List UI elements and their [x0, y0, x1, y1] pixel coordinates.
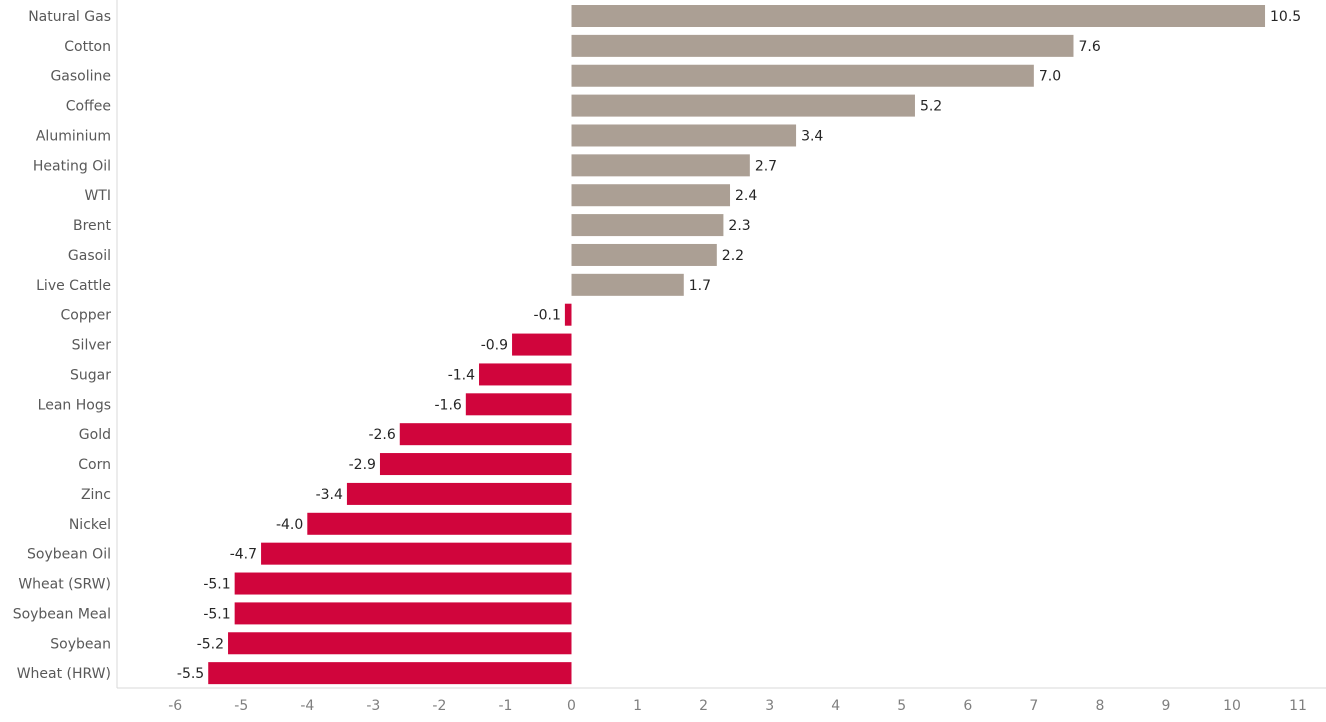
value-label-aluminium: 3.4 [801, 128, 823, 144]
value-label-gold: -2.6 [368, 427, 395, 443]
bar-wheat-hrw [208, 662, 572, 685]
category-label-wheat-hrw: Wheat (HRW) [17, 666, 111, 682]
bar-zinc [346, 482, 572, 505]
x-tick-label: -4 [300, 698, 314, 714]
x-tick-label: 10 [1223, 698, 1241, 714]
bar-soybean [228, 632, 572, 655]
x-tick-label: 0 [567, 698, 576, 714]
x-tick-label: -2 [432, 698, 446, 714]
bar-heating-oil [571, 154, 750, 177]
value-label-sugar: -1.4 [448, 367, 475, 383]
x-tick-label: 3 [765, 698, 774, 714]
category-label-soybean: Soybean [50, 636, 111, 652]
category-label-gold: Gold [79, 427, 111, 443]
x-tick-label: 11 [1289, 698, 1307, 714]
value-label-brent: 2.3 [728, 218, 750, 234]
bar-coffee [571, 94, 915, 117]
x-tick-label: -5 [234, 698, 248, 714]
value-label-soybean-oil: -4.7 [230, 547, 257, 563]
category-label-sugar: Sugar [70, 367, 111, 383]
value-label-heating-oil: 2.7 [755, 158, 777, 174]
value-label-gasoil: 2.2 [722, 248, 744, 264]
x-axis: -6 -5 -4 -3 -2 -1 0 1 2 3 4 5 6 7 8 9 10 11 [116, 0, 1326, 714]
x-tick-label: 8 [1095, 698, 1104, 714]
bar-brent [571, 214, 724, 237]
value-label-gasoline: 7.0 [1039, 69, 1061, 85]
bar-gasoline [571, 64, 1034, 87]
value-label-natural-gas: 10.5 [1270, 9, 1301, 25]
bar-nickel [307, 512, 572, 535]
x-tick-label: -6 [168, 698, 182, 714]
value-label-lean-hogs: -1.6 [434, 397, 461, 413]
category-label-nickel: Nickel [69, 517, 111, 533]
value-label-soybean-meal: -5.1 [203, 606, 230, 622]
x-tick-label: 4 [831, 698, 840, 714]
value-label-cotton: 7.6 [1078, 39, 1100, 55]
category-label-cotton: Cotton [64, 39, 111, 55]
bar-soybean-oil [261, 542, 572, 565]
x-tick-label: 7 [1029, 698, 1038, 714]
x-tick-label: 5 [897, 698, 906, 714]
bar-wti [571, 184, 731, 207]
bar-live-cattle [571, 273, 684, 296]
bar-sugar [479, 363, 572, 386]
category-label-zinc: Zinc [81, 487, 111, 503]
value-label-copper: -0.1 [534, 308, 561, 324]
value-label-coffee: 5.2 [920, 99, 942, 115]
category-label-soybean-oil: Soybean Oil [27, 547, 111, 563]
category-labels-layer: Natural Gas Cotton Gasoline Coffee Aluminium… [13, 9, 112, 682]
bar-aluminium [571, 124, 797, 147]
x-tick-label: -3 [366, 698, 380, 714]
category-label-lean-hogs: Lean Hogs [38, 397, 111, 413]
value-label-wti: 2.4 [735, 188, 757, 204]
bar-copper [564, 303, 572, 326]
bar-soybean-meal [234, 602, 572, 625]
x-tick-label: 2 [699, 698, 708, 714]
x-tick-label: 6 [963, 698, 972, 714]
value-label-wheat-srw: -5.1 [203, 577, 230, 593]
category-label-wti: WTI [84, 188, 111, 204]
category-label-gasoil: Gasoil [68, 248, 111, 264]
category-label-silver: Silver [72, 338, 112, 354]
category-label-brent: Brent [73, 218, 112, 234]
bar-cotton [571, 34, 1074, 57]
category-label-gasoline: Gasoline [50, 69, 111, 85]
category-label-corn: Corn [78, 457, 111, 473]
category-label-natural-gas: Natural Gas [28, 9, 111, 25]
value-label-wheat-hrw: -5.5 [177, 666, 204, 682]
value-labels-layer: 10.57.67.05.23.42.72.42.32.21.7-0.1-0.9-… [177, 9, 1301, 682]
bar-gasoil [571, 243, 717, 266]
category-label-wheat-srw: Wheat (SRW) [18, 577, 111, 593]
bar-corn [379, 453, 572, 476]
x-tick-label: 9 [1161, 698, 1170, 714]
bar-wheat-srw [234, 572, 572, 595]
value-label-soybean: -5.2 [197, 636, 224, 652]
value-label-corn: -2.9 [349, 457, 376, 473]
category-label-coffee: Coffee [66, 99, 111, 115]
category-label-copper: Copper [61, 308, 112, 324]
value-label-live-cattle: 1.7 [689, 278, 711, 294]
bar-gold [399, 423, 572, 446]
category-label-live-cattle: Live Cattle [36, 278, 111, 294]
bar-lean-hogs [465, 393, 572, 416]
category-label-aluminium: Aluminium [36, 128, 111, 144]
x-tick-label: 1 [633, 698, 642, 714]
x-tick-label: -1 [498, 698, 512, 714]
bar-natural-gas [571, 5, 1266, 27]
bars-layer [208, 5, 1266, 685]
category-label-heating-oil: Heating Oil [33, 158, 111, 174]
value-label-nickel: -4.0 [276, 517, 303, 533]
value-label-silver: -0.9 [481, 338, 508, 354]
bar-silver [512, 333, 572, 356]
value-label-zinc: -3.4 [316, 487, 343, 503]
category-label-soybean-meal: Soybean Meal [13, 606, 111, 622]
